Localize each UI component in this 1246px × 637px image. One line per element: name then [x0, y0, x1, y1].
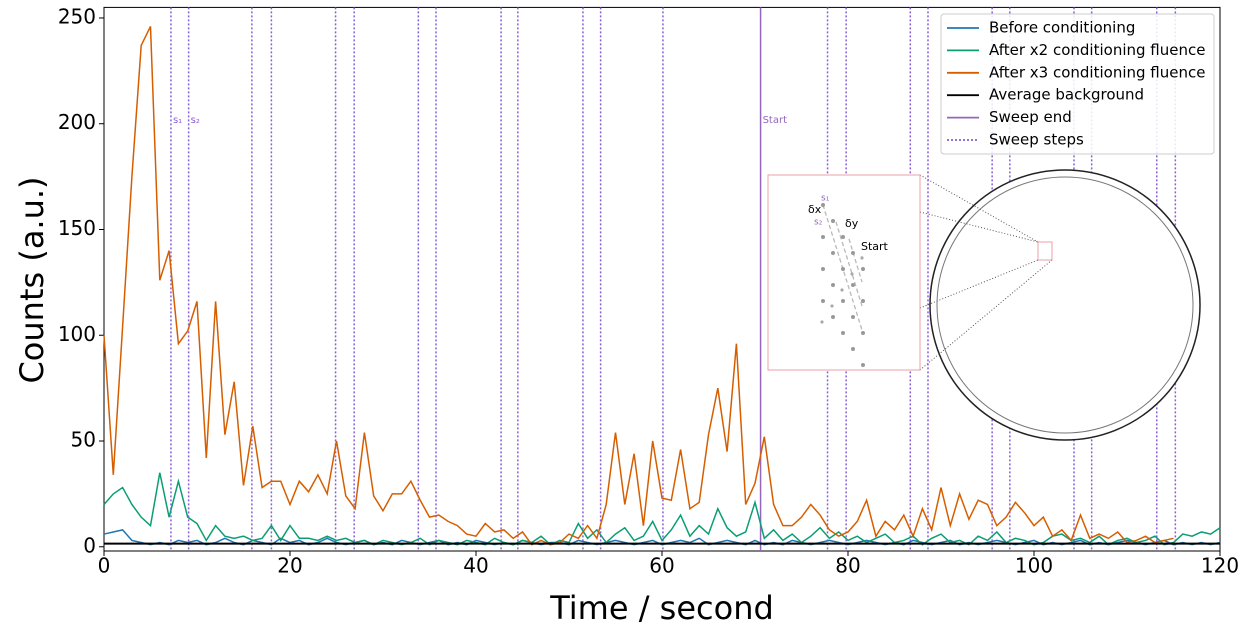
grid-dot [861, 267, 865, 271]
y-tick-label: 250 [58, 4, 96, 28]
y-tick-label: 200 [58, 110, 96, 134]
sweep-grid [820, 203, 865, 367]
inset-label: Start [861, 240, 889, 253]
inset-label: s₂ [814, 218, 823, 228]
sweep-step-label: s₁ [173, 115, 182, 126]
grid-dot [851, 251, 855, 255]
grid-dot [861, 331, 865, 335]
grid-dot [861, 363, 865, 367]
inset-label: δx [808, 203, 822, 216]
legend-label: Sweep end [989, 108, 1072, 126]
series-line [103, 529, 1221, 546]
zoom-line [919, 259, 1039, 309]
grid-dot [860, 256, 864, 260]
legend-label: After x3 conditioning fluence [989, 63, 1205, 81]
y-tick-label: 100 [58, 322, 96, 346]
zoom-line [919, 211, 1039, 243]
inset-label: δy [845, 217, 859, 230]
legend-label: Sweep steps [989, 131, 1084, 149]
zoom-region [1037, 241, 1053, 261]
grid-dot [850, 272, 854, 276]
series-line [103, 26, 1174, 546]
sweep-end-label: Start [763, 115, 788, 126]
grid-dot [841, 267, 845, 271]
grid-dot [861, 299, 865, 303]
grid-dot [841, 331, 845, 335]
wafer-outer [929, 169, 1201, 441]
grid-dot [821, 267, 825, 271]
x-tick-label: 40 [463, 554, 488, 578]
grid-dash [848, 238, 863, 283]
x-tick-label: 60 [649, 554, 674, 578]
x-axis-label: Time / second [549, 589, 774, 627]
x-tick-label: 80 [835, 554, 860, 578]
y-axis-label: Counts (a.u.) [13, 176, 51, 383]
grid-dot [851, 283, 855, 287]
legend-label: Average background [989, 86, 1144, 104]
grid-dot [840, 288, 844, 292]
x-tick-label: 0 [98, 554, 111, 578]
grid-dot [821, 235, 825, 239]
x-tick-label: 20 [277, 554, 302, 578]
grid-dot [841, 299, 845, 303]
legend: Before conditioning After x2 conditioning… [940, 13, 1215, 155]
grid-dot [820, 320, 824, 324]
grid-dot [831, 219, 835, 223]
grid-dot [830, 304, 834, 308]
sweep-step-label: s₂ [191, 115, 200, 126]
inset-diagram: δx δy Start s₁ s₂ [767, 169, 1201, 441]
wafer-inner [936, 176, 1194, 434]
inset-label: s₁ [821, 194, 830, 204]
grid-dot [831, 251, 835, 255]
grid-dot [851, 315, 855, 319]
grid-dot [831, 283, 835, 287]
grid-dot [851, 347, 855, 351]
y-tick-label: 0 [83, 533, 96, 557]
grid-dash [835, 221, 863, 307]
series-line [103, 472, 1221, 546]
grid-dot [821, 203, 825, 207]
y-tick-label: 50 [71, 428, 96, 452]
legend-box [940, 13, 1215, 155]
x-tick-label: 120 [1201, 554, 1239, 578]
grid-dot [821, 299, 825, 303]
grid-dot [831, 315, 835, 319]
grid-dot [841, 235, 845, 239]
y-tick-label: 150 [58, 216, 96, 240]
plot-area: 0 20 40 60 80 100 120 0 50 100 150 200 250 s₁ s₂ Start [58, 4, 1239, 577]
legend-label: Before conditioning [989, 19, 1135, 37]
legend-label: After x2 conditioning fluence [989, 41, 1205, 59]
x-tick-label: 100 [1015, 554, 1053, 578]
